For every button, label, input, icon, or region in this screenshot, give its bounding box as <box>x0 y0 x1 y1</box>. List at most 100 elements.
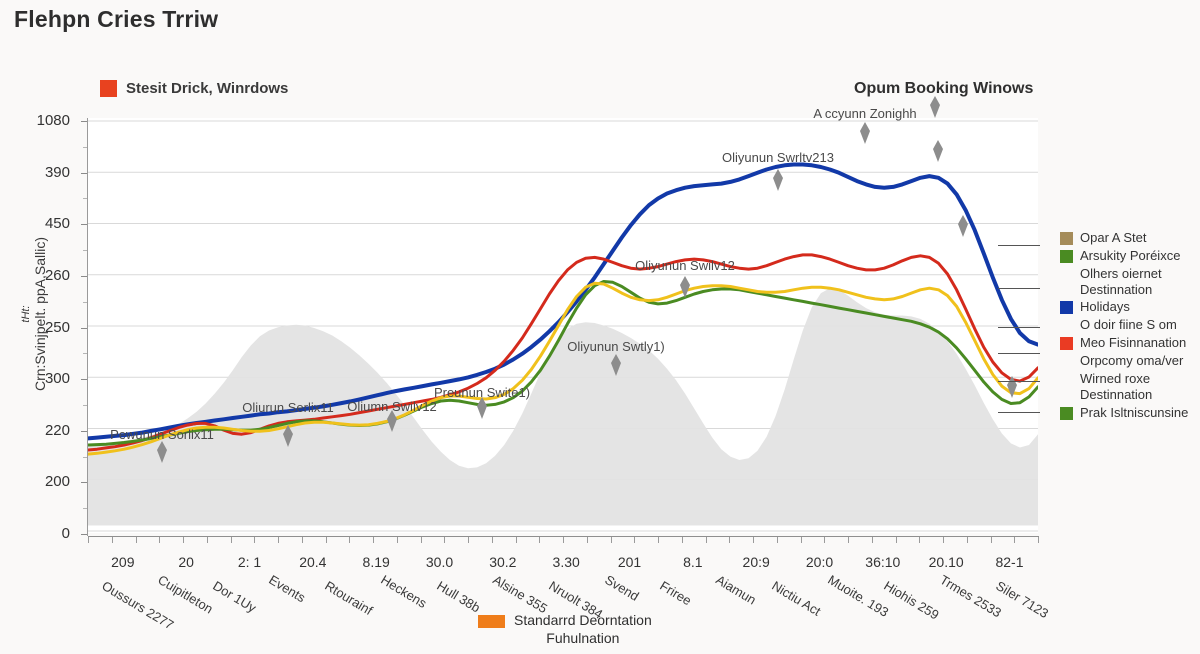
x-axis-number-label: 3.30 <box>552 554 580 570</box>
x-axis-number-label: 20:0 <box>805 554 834 570</box>
bottom-legend-text: Standarrd Deorntation Fuhulnation <box>514 612 652 647</box>
bottom-legend-line2: Fuhulnation <box>546 629 620 646</box>
y-axis-tick-label: 390 <box>44 163 70 181</box>
y-axis-tick-label: 220 <box>44 421 70 439</box>
x-axis-tick-mark <box>824 537 826 543</box>
x-axis-tick-mark <box>705 537 707 543</box>
x-axis-tick-mark <box>1038 537 1039 543</box>
legend-item-label: Arsukity Poréixce <box>1080 247 1181 263</box>
legend-item[interactable]: Arsukity Poréixce <box>1060 248 1200 264</box>
x-axis-tick-mark <box>658 537 659 543</box>
y-axis-minor-tick <box>83 456 87 458</box>
x-axis-category-label: Trmes 2533 <box>937 572 1004 621</box>
x-axis-number-label: 30.2 <box>489 554 517 570</box>
y-axis-title-main: Crn:Svinjpelt. ppA,Sallic) <box>32 236 48 392</box>
x-axis-number-label: 2: 1 <box>237 554 262 570</box>
legend-item[interactable]: Prak Isltniscunsine <box>1060 405 1200 421</box>
chart-svg <box>88 120 1038 532</box>
x-axis-category-label: Rtourainf <box>322 578 376 619</box>
x-axis-tick-mark <box>230 537 232 543</box>
legend-swatch-icon <box>1060 249 1073 263</box>
x-axis-category-label: Hull 38b <box>434 578 483 616</box>
x-axis-category-label: Heckens <box>378 572 430 611</box>
legend-swatch-icon <box>1060 355 1073 368</box>
x-axis-tick-mark <box>539 537 541 543</box>
y-axis-tick-label: 450 <box>44 215 70 233</box>
legend-leader-line <box>998 288 1040 289</box>
legend-item[interactable]: Meo Fisinnanation <box>1060 335 1200 351</box>
top-legend-stesit: Stesit Drick, Winrdows <box>100 80 288 97</box>
annotation-marker-icon <box>474 397 490 424</box>
legend-item[interactable]: O doir fiine S om <box>1060 317 1200 333</box>
x-axis-category-label: Friree <box>657 578 695 609</box>
chart-annotation-label: Oliyunun Swilv12 <box>635 258 735 273</box>
x-axis-tick-mark <box>990 537 992 543</box>
legend-item[interactable]: Olhers oiernet Destinnation <box>1060 266 1200 298</box>
legend-item[interactable]: Holidays <box>1060 299 1200 315</box>
x-axis-tick-mark <box>159 537 161 543</box>
x-axis-tick-mark <box>563 537 564 543</box>
annotation-marker-icon <box>384 410 400 437</box>
legend-item[interactable]: Wirned roxe Destinnation <box>1060 371 1200 403</box>
legend-item[interactable]: Opar A Stet <box>1060 230 1200 246</box>
y-axis-minor-tick <box>83 404 87 406</box>
legend-item-label: Prak Isltniscunsine <box>1080 404 1189 420</box>
legend-item-label: O doir fiine S om <box>1080 317 1177 333</box>
x-axis-tick-mark <box>943 537 944 543</box>
legend-item[interactable]: Orpcomy oma/ver <box>1060 353 1200 369</box>
x-axis-tick-mark <box>111 537 113 543</box>
x-axis-tick-mark <box>515 537 517 543</box>
x-axis-category-label: Svend <box>601 572 642 604</box>
top-legend-label: Stesit Drick, Winrdows <box>126 80 289 97</box>
y-axis-tick-label: 260 <box>44 266 70 284</box>
x-axis-tick-mark <box>88 537 89 543</box>
legend-leader-line <box>998 381 1040 382</box>
x-axis-tick-mark <box>800 537 802 543</box>
x-axis-category-label: Hiohis 259 <box>881 578 942 623</box>
y-axis-tick-mark <box>81 172 87 174</box>
y-axis-title-small: tHt: <box>20 305 32 323</box>
annotation-marker-icon <box>280 425 296 452</box>
x-axis-category-label: Cuipitleton <box>154 572 216 617</box>
y-axis-tick-label: 200 <box>44 473 70 491</box>
x-axis-tick-mark <box>491 537 493 543</box>
x-axis-tick-mark <box>753 537 754 543</box>
y-axis-tick-mark <box>81 327 87 329</box>
y-axis-minor-tick <box>83 353 87 355</box>
x-axis-tick-mark <box>586 537 588 543</box>
legend-item-label: Opar A Stet <box>1080 230 1147 245</box>
x-axis-number-label: 30.0 <box>425 554 454 570</box>
x-axis-category-label: Alsine 355 <box>490 572 550 617</box>
x-axis-tick-mark <box>373 537 374 543</box>
y-axis-tick-mark <box>81 224 87 226</box>
y-axis-minor-tick <box>83 301 87 303</box>
legend-leader-line <box>998 412 1040 413</box>
legend-item-label: Olhers oiernet Destinnation <box>1080 265 1162 297</box>
x-axis-number-label: 8.1 <box>683 554 703 570</box>
legend-swatch-icon <box>1060 337 1073 351</box>
annotation-marker-icon <box>930 140 946 167</box>
x-axis-tick-mark <box>895 537 897 543</box>
x-axis-tick-mark <box>634 537 636 543</box>
section-heading: Opum Booking Winows <box>854 80 1034 97</box>
x-axis-tick-mark <box>278 537 279 543</box>
y-axis-tick-label: 250 <box>44 318 70 336</box>
legend-leader-line <box>998 327 1040 328</box>
legend-swatch-icon <box>1060 319 1073 332</box>
legend-swatch-icon <box>1060 301 1073 315</box>
y-axis-minor-tick <box>83 250 87 252</box>
annotation-marker-icon <box>955 215 971 242</box>
annotation-marker-icon <box>770 169 786 196</box>
x-axis-tick-mark <box>610 537 612 543</box>
x-axis-tick-mark <box>420 537 422 543</box>
y-axis-tick-label: 300 <box>44 370 70 388</box>
x-axis-tick-mark <box>919 537 921 543</box>
y-axis-tick-mark <box>81 275 87 277</box>
chart-annotation-label: Oliyunun Swtly1) <box>567 339 665 354</box>
legend-item-label: Meo Fisinnanation <box>1080 335 1187 351</box>
annotation-marker-icon <box>927 96 943 123</box>
page-title: Flehpn Cries Trriw <box>14 6 219 32</box>
x-axis-category-label: Dor 1Uy <box>210 578 260 616</box>
y-axis-minor-tick <box>83 198 87 200</box>
x-axis-number-label: 8.19 <box>362 554 390 570</box>
